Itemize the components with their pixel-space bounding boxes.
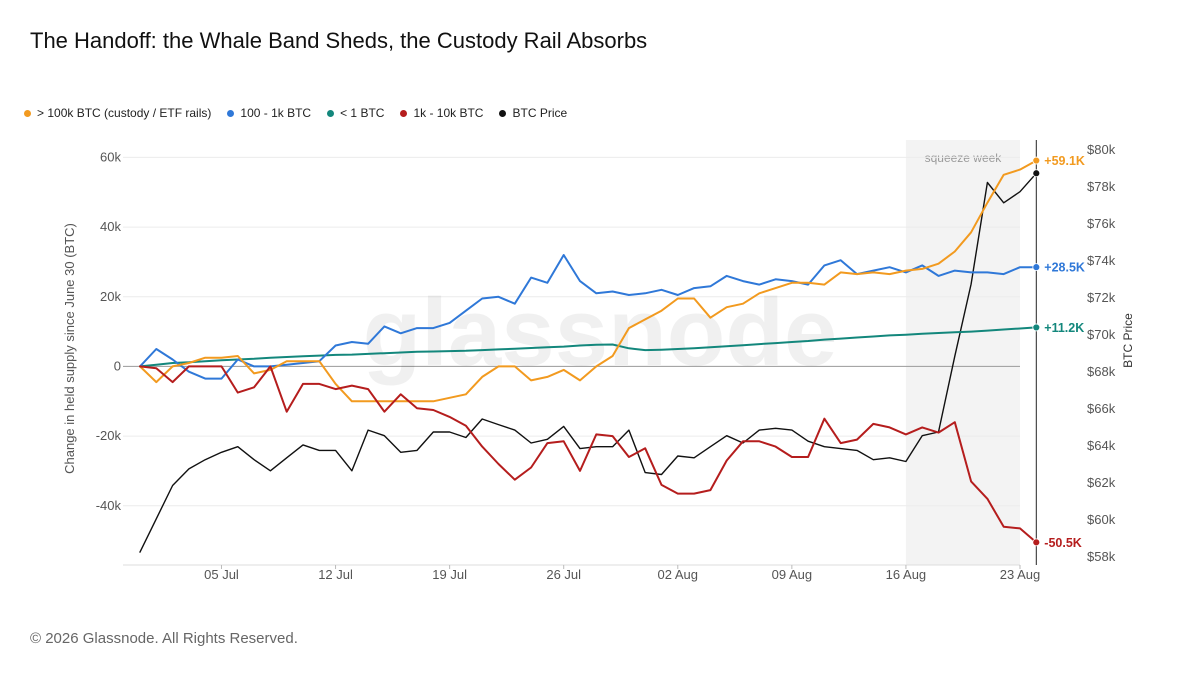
legend-item-band100[interactable]: 100 - 1k BTC xyxy=(227,106,311,120)
y2-tick-label: $66k xyxy=(1087,401,1116,416)
series-line-small[interactable] xyxy=(139,326,1038,368)
y2-tick-label: $64k xyxy=(1087,438,1116,453)
end-point-price[interactable] xyxy=(1032,169,1041,178)
end-label-band100: +28.5K xyxy=(1044,261,1085,275)
copyright-footer: © 2026 Glassnode. All Rights Reserved. xyxy=(30,630,298,647)
series-line-price[interactable] xyxy=(139,172,1038,553)
legend-dot-small xyxy=(327,109,335,117)
y2-tick-label: $76k xyxy=(1087,216,1116,231)
legend-label-custody: > 100k BTC (custody / ETF rails) xyxy=(37,106,212,120)
y2-tick-label: $62k xyxy=(1087,475,1116,490)
legend: > 100k BTC (custody / ETF rails) 100 - 1… xyxy=(24,106,567,120)
legend-label-price: BTC Price xyxy=(512,106,568,120)
legend-dot-band1k xyxy=(400,109,408,117)
x-tick-label: 05 Jul xyxy=(204,567,239,582)
y2-tick-label: $74k xyxy=(1087,253,1116,268)
legend-label-band1k: 1k - 10k BTC xyxy=(413,106,484,120)
squeeze-week-label: squeeze week xyxy=(925,151,1003,165)
y2-tick-label: $70k xyxy=(1087,327,1116,342)
end-point-small[interactable] xyxy=(1032,323,1041,332)
legend-dot-price xyxy=(499,109,507,117)
y2-tick-label: $80k xyxy=(1087,142,1116,157)
legend-dot-band100 xyxy=(227,109,235,117)
chart-title: The Handoff: the Whale Band Sheds, the C… xyxy=(30,28,648,53)
legend-item-custody[interactable]: > 100k BTC (custody / ETF rails) xyxy=(24,106,211,120)
x-tick-label: 16 Aug xyxy=(886,567,927,582)
y-tick-label: 60k xyxy=(100,149,121,164)
x-tick-label: 19 Jul xyxy=(432,567,467,582)
y-tick-label: -20k xyxy=(96,428,122,443)
y2-tick-label: $60k xyxy=(1087,512,1116,527)
x-tick-label: 26 Jul xyxy=(546,567,581,582)
end-point-band1k[interactable] xyxy=(1032,538,1041,547)
series-line-custody[interactable] xyxy=(139,159,1038,403)
y2-tick-label: $68k xyxy=(1087,364,1116,379)
end-label-custody: +59.1K xyxy=(1044,154,1085,168)
series-line-band100[interactable] xyxy=(139,254,1038,380)
legend-item-price[interactable]: BTC Price xyxy=(499,106,567,120)
end-label-band1k: -50.5K xyxy=(1044,536,1082,550)
legend-dot-custody xyxy=(24,109,31,117)
legend-item-band1k[interactable]: 1k - 10k BTC xyxy=(400,106,483,120)
legend-label-small: < 1 BTC xyxy=(340,106,385,120)
end-point-band100[interactable] xyxy=(1032,263,1041,272)
squeeze-week-region xyxy=(905,140,1020,565)
x-tick-label: 02 Aug xyxy=(658,567,699,582)
end-point-custody[interactable] xyxy=(1032,156,1041,165)
legend-item-small[interactable]: < 1 BTC xyxy=(327,106,384,120)
y2-tick-label: $72k xyxy=(1087,290,1116,305)
end-label-small: +11.2K xyxy=(1044,321,1084,335)
y-tick-label: 20k xyxy=(100,289,121,304)
legend-label-band100: 100 - 1k BTC xyxy=(240,106,312,120)
y-tick-label: 40k xyxy=(100,219,121,234)
x-tick-label: 12 Jul xyxy=(318,567,353,582)
x-tick-label: 23 Aug xyxy=(1000,567,1041,582)
y2-tick-label: $58k xyxy=(1087,549,1116,564)
y-tick-label: -40k xyxy=(96,498,122,513)
series-line-band1k[interactable] xyxy=(139,365,1038,544)
y-tick-label: 0 xyxy=(114,358,121,373)
watermark-logo: glassnode xyxy=(363,279,838,386)
y2-axis-title: BTC Price xyxy=(1121,313,1135,368)
y2-tick-label: $78k xyxy=(1087,179,1116,194)
y-axis-title: Change in held supply since June 30 (BTC… xyxy=(62,223,77,474)
x-tick-label: 09 Aug xyxy=(772,567,813,582)
